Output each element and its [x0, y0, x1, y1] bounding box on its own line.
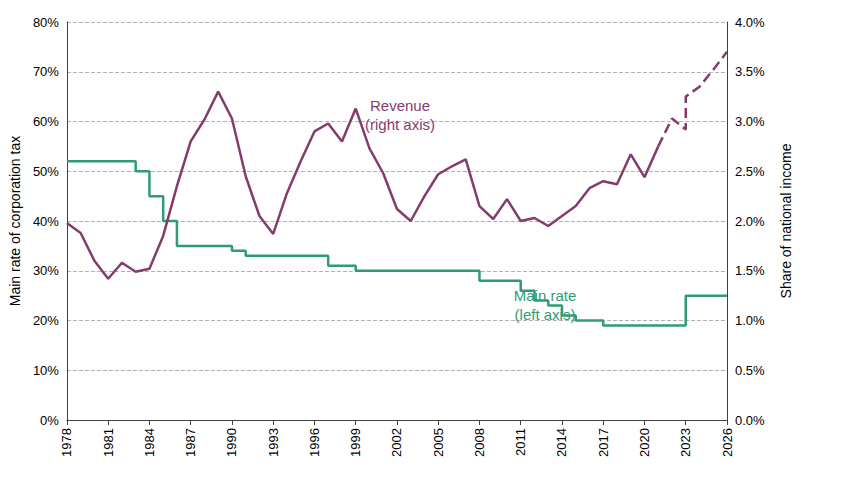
svg-text:1990: 1990 — [224, 428, 239, 457]
svg-text:(right axis): (right axis) — [365, 116, 435, 133]
svg-text:2017: 2017 — [596, 428, 611, 457]
svg-text:2011: 2011 — [513, 428, 528, 456]
svg-text:2023: 2023 — [678, 428, 693, 457]
svg-text:3.5%: 3.5% — [735, 64, 765, 79]
svg-text:1993: 1993 — [266, 428, 281, 457]
svg-text:1987: 1987 — [183, 428, 198, 457]
svg-text:2008: 2008 — [472, 428, 487, 457]
svg-text:60%: 60% — [33, 114, 59, 129]
svg-text:10%: 10% — [33, 363, 59, 378]
svg-text:3.0%: 3.0% — [735, 114, 765, 129]
svg-text:(left axis): (left axis) — [515, 306, 576, 323]
svg-text:2020: 2020 — [637, 428, 652, 457]
svg-text:1978: 1978 — [59, 428, 74, 457]
svg-text:0%: 0% — [40, 413, 59, 428]
svg-text:1.5%: 1.5% — [735, 263, 765, 278]
svg-text:1.0%: 1.0% — [735, 313, 765, 328]
svg-text:80%: 80% — [33, 15, 59, 30]
svg-text:70%: 70% — [33, 64, 59, 79]
svg-text:2.0%: 2.0% — [735, 214, 765, 229]
svg-text:2005: 2005 — [431, 428, 446, 457]
svg-text:2002: 2002 — [389, 428, 404, 457]
svg-text:1984: 1984 — [142, 428, 157, 457]
svg-text:2014: 2014 — [554, 428, 569, 457]
svg-text:Share of national income: Share of national income — [778, 143, 794, 298]
svg-text:Revenue: Revenue — [370, 97, 430, 114]
svg-text:Main rate of corporation tax: Main rate of corporation tax — [7, 136, 23, 306]
svg-text:Main rate: Main rate — [514, 287, 577, 304]
svg-text:1999: 1999 — [348, 428, 363, 457]
svg-text:0.5%: 0.5% — [735, 363, 765, 378]
svg-text:50%: 50% — [33, 164, 59, 179]
svg-text:2.5%: 2.5% — [735, 164, 765, 179]
svg-text:1981: 1981 — [101, 428, 116, 457]
svg-text:30%: 30% — [33, 263, 59, 278]
svg-text:2026: 2026 — [720, 428, 735, 457]
svg-text:20%: 20% — [33, 313, 59, 328]
svg-text:4.0%: 4.0% — [735, 15, 765, 30]
svg-text:0.0%: 0.0% — [735, 413, 765, 428]
svg-text:40%: 40% — [33, 214, 59, 229]
svg-text:1996: 1996 — [307, 428, 322, 457]
